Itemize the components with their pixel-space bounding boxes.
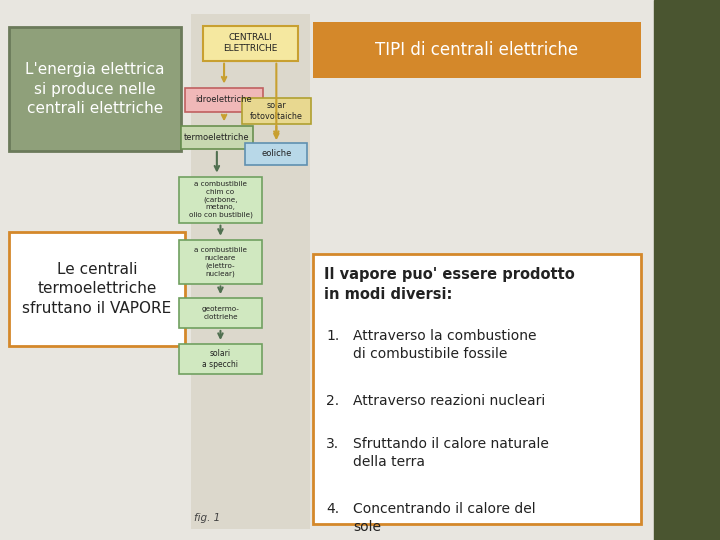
Bar: [313, 254, 641, 524]
Text: a combustibile
nucleare
(elettro-
nuclear): a combustibile nucleare (elettro- nuclea…: [194, 247, 247, 276]
Text: Concentrando il calore del
sole: Concentrando il calore del sole: [353, 502, 536, 534]
Bar: [179, 345, 262, 374]
Bar: [242, 98, 311, 124]
Bar: [203, 25, 298, 60]
Text: CENTRALI
ELETTRICHE: CENTRALI ELETTRICHE: [223, 33, 277, 53]
Text: solar
fotovoltaiche: solar fotovoltaiche: [250, 100, 303, 121]
Text: termoelettriche: termoelettriche: [184, 133, 250, 142]
Text: Il vapore puo' essere prodotto
in modi diversi:: Il vapore puo' essere prodotto in modi d…: [324, 267, 575, 302]
Bar: [9, 232, 185, 346]
Text: TIPI di centrali elettriche: TIPI di centrali elettriche: [375, 41, 579, 59]
Text: Attraverso la combustione
di combustibile fossile: Attraverso la combustione di combustibil…: [353, 329, 536, 361]
Bar: [179, 177, 262, 223]
Bar: [179, 299, 262, 328]
Text: Attraverso reazioni nucleari: Attraverso reazioni nucleari: [353, 394, 545, 408]
Bar: [313, 22, 641, 78]
Text: 2.: 2.: [326, 394, 339, 408]
Text: 1.: 1.: [326, 329, 339, 343]
Text: Sfruttando il calore naturale
della terra: Sfruttando il calore naturale della terr…: [353, 437, 549, 469]
Text: fig. 1: fig. 1: [194, 513, 220, 523]
Text: L'energia elettrica
si produce nelle
centrali elettriche: L'energia elettrica si produce nelle cen…: [25, 62, 165, 117]
Text: a combustibile
chim co
(carbone,
metano,
olio con bustibile): a combustibile chim co (carbone, metano,…: [189, 181, 253, 218]
Bar: [246, 143, 307, 165]
Bar: [181, 126, 253, 149]
Text: geotermo-
clottriehe: geotermo- clottriehe: [202, 307, 240, 320]
Text: 3.: 3.: [326, 437, 339, 451]
Bar: [191, 14, 310, 529]
Text: eoliche: eoliche: [261, 150, 292, 158]
Text: 4.: 4.: [326, 502, 339, 516]
Bar: [186, 87, 263, 112]
Bar: [179, 240, 262, 284]
Text: Le centrali
termoelettriche
sfruttano il VAPORE: Le centrali termoelettriche sfruttano il…: [22, 261, 171, 316]
Bar: [654, 0, 720, 540]
Text: idroelettriche: idroelettriche: [196, 96, 253, 104]
Text: solari
a specchi: solari a specchi: [202, 349, 238, 369]
Bar: [9, 27, 181, 151]
